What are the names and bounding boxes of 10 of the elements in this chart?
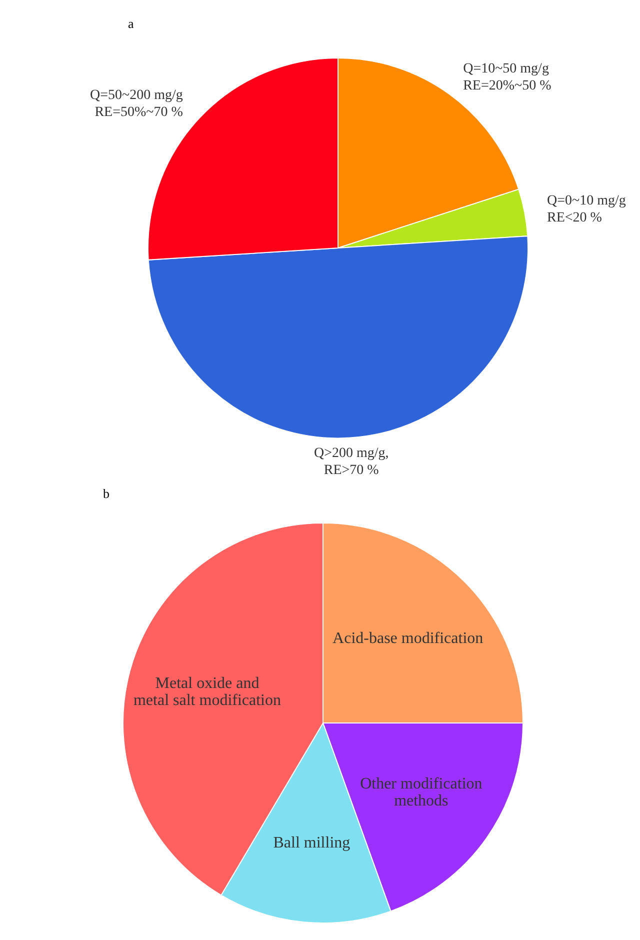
chart-title: b	[103, 486, 110, 501]
slice-label: Q>200 mg/g, RE>70 %	[314, 446, 389, 478]
chart-title: a	[128, 16, 134, 31]
slice-label: Metal oxide and metal salt modification	[133, 674, 282, 709]
slice-label: Q=0~10 mg/g RE<20 %	[547, 194, 626, 226]
slice-label: Other modification methods	[360, 776, 482, 810]
slice-label: Q=10~50 mg/g RE=20%~50 %	[463, 61, 552, 94]
slice-label: Q=50~200 mg/g RE=50%~70 %	[90, 88, 184, 120]
slice-label: Ball milling	[273, 834, 350, 852]
slice-label: Acid-base modification	[332, 630, 484, 648]
